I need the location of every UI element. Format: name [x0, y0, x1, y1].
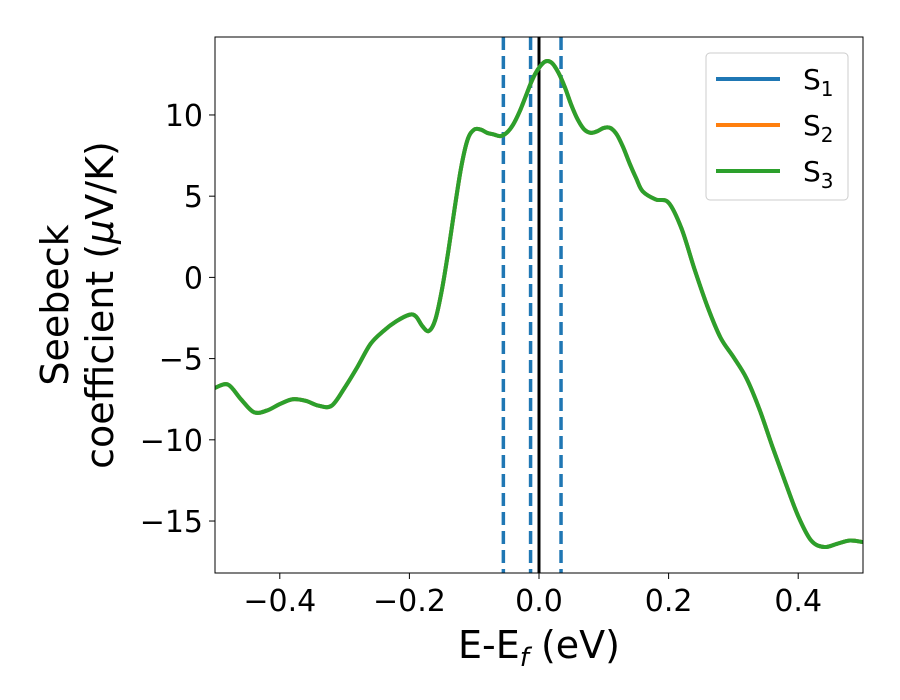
legend-label: S3 — [803, 155, 834, 193]
y-tick-label: 0 — [184, 261, 203, 296]
y-tick-label: −10 — [140, 424, 203, 459]
y-axis-label-line1: Seebeck — [33, 224, 77, 385]
y-axis-ticks: −15 −10 −5 0 5 10 — [140, 99, 215, 540]
x-tick-label: 0.0 — [515, 584, 563, 619]
series-line-s3 — [215, 59, 863, 550]
x-axis-label: E-Ef (eV) — [458, 623, 620, 673]
x-tick-label: 0.4 — [774, 584, 822, 619]
legend: S1 S2 S3 — [705, 52, 849, 201]
y-axis-label-mu: μ — [78, 220, 122, 245]
y-tick-label: −15 — [140, 505, 203, 540]
x-tick-label: −0.4 — [243, 584, 316, 619]
x-tick-label: 0.2 — [645, 584, 693, 619]
y-axis-label: Seebeck coefficient (μV/K) — [33, 141, 122, 469]
vertical-lines — [501, 37, 563, 573]
y-tick-label: −5 — [159, 343, 203, 378]
y-axis-label-line2: coefficient (μV/K) — [78, 141, 122, 469]
x-tick-label: −0.2 — [373, 584, 446, 619]
series-lines — [215, 59, 863, 550]
legend-label: S1 — [803, 63, 834, 101]
x-axis-label-tail: (eV) — [529, 623, 620, 667]
y-axis-label-line2-post: V/K) — [78, 141, 122, 220]
y-axis-label-line2-pre: coefficient ( — [78, 244, 122, 469]
legend-label: S2 — [803, 109, 834, 147]
y-tick-label: 5 — [184, 180, 203, 215]
y-tick-label: 10 — [165, 99, 203, 134]
x-axis-label-main: E-E — [458, 623, 520, 667]
x-axis-ticks: −0.4 −0.2 0.0 0.2 0.4 — [243, 573, 822, 619]
